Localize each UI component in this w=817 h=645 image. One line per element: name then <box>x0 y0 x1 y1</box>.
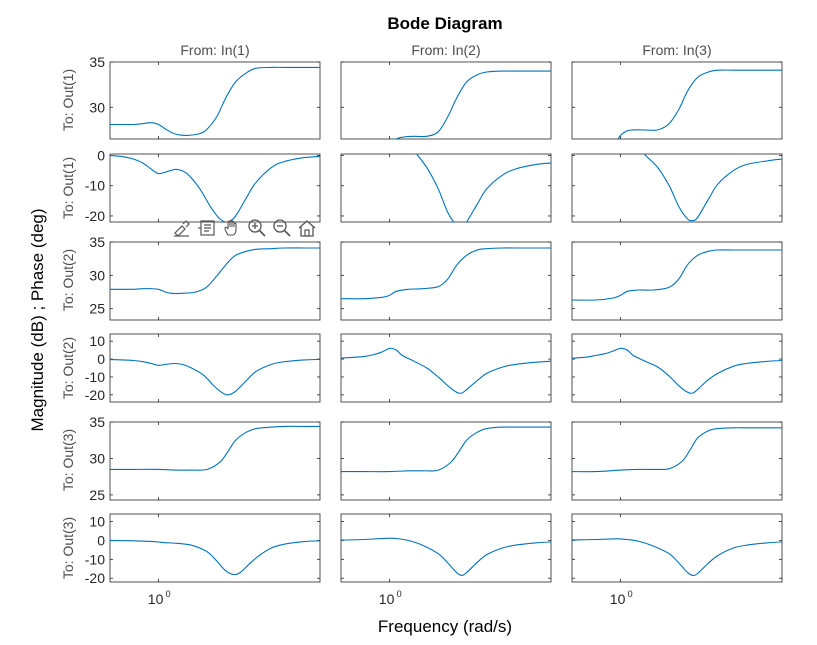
axes-box <box>571 61 783 140</box>
x-tick-label: 10 <box>379 591 395 607</box>
subplot-grid: 3035-20-100253035-20-10010253035-20-1001… <box>85 54 783 607</box>
axes-box <box>109 61 321 140</box>
response-curve <box>341 247 551 300</box>
response-curve <box>572 538 782 576</box>
y-tick-label: -10 <box>85 369 105 385</box>
y-tick-label: 10 <box>89 333 105 349</box>
column-label-in2: From: In(2) <box>411 42 480 58</box>
response-curve <box>395 70 551 139</box>
pan-hand-icon[interactable] <box>220 216 244 240</box>
subplot-r2-c2 <box>340 153 552 223</box>
response-curve <box>572 249 782 301</box>
response-curve <box>341 426 551 473</box>
y-tick-label: -10 <box>85 178 105 194</box>
subplot-r3-c2 <box>340 241 552 321</box>
y-axis-label: Magnitude (dB) ; Phase (deg) <box>28 208 47 431</box>
y-tick-label: -20 <box>85 570 105 586</box>
axes-box <box>109 153 321 223</box>
response-curve <box>110 66 320 136</box>
response-curve <box>572 347 782 394</box>
y-tick-label: 30 <box>89 450 105 466</box>
axes-box <box>340 421 552 501</box>
x-tick-label: 10 <box>610 591 626 607</box>
subplot-r3-c1: 25 30 35 <box>89 234 321 321</box>
y-tick-label: 0 <box>97 351 105 367</box>
response-curve <box>110 358 320 396</box>
axes-box <box>109 513 321 583</box>
axes-box <box>571 333 783 403</box>
y-tick-label: 0 <box>97 148 105 164</box>
zoom-out-icon[interactable] <box>270 216 294 240</box>
subplot-r5-c3 <box>571 421 783 501</box>
response-curve <box>617 69 782 139</box>
subplot-r2-c3 <box>571 153 783 223</box>
axes-box <box>109 333 321 403</box>
response-curve <box>341 537 551 576</box>
zoom-in-icon[interactable] <box>245 216 269 240</box>
row-label-out2-phase: To: Out(2) <box>60 337 76 399</box>
axes-box <box>571 421 783 501</box>
axes-box <box>340 61 552 140</box>
subplot-r6-c3 <box>571 513 783 583</box>
subplot-r6-c1: -20 -10 0 10 <box>85 513 321 586</box>
response-curve <box>341 347 551 394</box>
y-tick-label: -10 <box>85 551 105 567</box>
subplot-r1-c1: 30 35 <box>89 54 321 140</box>
response-curve <box>415 154 551 222</box>
y-tick-label: 25 <box>89 487 105 503</box>
row-label-out3-mag: To: Out(3) <box>60 429 76 491</box>
response-curve <box>572 427 782 473</box>
subplot-r3-c3 <box>571 241 783 321</box>
subplot-r5-c2 <box>340 421 552 501</box>
x-tick-label: 10 <box>148 591 164 607</box>
subplot-r4-c3 <box>571 333 783 403</box>
response-curve <box>110 247 320 295</box>
row-label-out1-phase: To: Out(1) <box>60 157 76 219</box>
brush-icon[interactable] <box>170 216 194 240</box>
row-label-out3-phase: To: Out(3) <box>60 517 76 579</box>
axes-box <box>340 333 552 403</box>
axes-toolbar <box>170 216 319 240</box>
subplot-r6-c2 <box>340 513 552 583</box>
x-tick-exponent: 0 <box>166 589 171 599</box>
chart-title: Bode Diagram <box>387 14 502 33</box>
response-curve <box>110 539 320 576</box>
y-tick-label: 35 <box>89 414 105 430</box>
subplot-r4-c1: -20 -10 0 10 <box>85 333 321 403</box>
axes-box <box>109 241 321 321</box>
y-tick-label: 35 <box>89 54 105 70</box>
subplot-r1-c3 <box>571 61 783 140</box>
subplot-r5-c1: 25 30 35 <box>89 414 321 503</box>
x-tick-exponent: 0 <box>628 589 633 599</box>
response-curve <box>643 154 782 222</box>
axes-box <box>571 513 783 583</box>
row-label-out2-mag: To: Out(2) <box>60 249 76 311</box>
column-label-in1: From: In(1) <box>180 42 249 58</box>
axes-box <box>340 153 552 223</box>
y-tick-label: -20 <box>85 387 105 403</box>
row-label-out1-mag: To: Out(1) <box>60 69 76 131</box>
y-tick-label: 35 <box>89 234 105 250</box>
x-axis-label: Frequency (rad/s) <box>378 617 512 636</box>
response-curve <box>110 154 320 222</box>
axes-box <box>340 513 552 583</box>
y-tick-label: 0 <box>97 532 105 548</box>
home-icon[interactable] <box>295 216 319 240</box>
response-curve <box>110 425 320 471</box>
x-tick-exponent: 0 <box>397 589 402 599</box>
y-tick-label: 30 <box>89 99 105 115</box>
y-tick-label: 25 <box>89 301 105 317</box>
axes-box <box>109 421 321 501</box>
subplot-r4-c2 <box>340 333 552 403</box>
column-label-in3: From: In(3) <box>642 42 711 58</box>
y-tick-label: 30 <box>89 267 105 283</box>
datatip-icon[interactable] <box>195 216 219 240</box>
y-tick-label: -20 <box>85 208 105 224</box>
subplot-r1-c2 <box>340 61 552 140</box>
subplot-r2-c1: -20 -10 0 <box>85 148 321 224</box>
y-tick-label: 10 <box>89 514 105 530</box>
axes-box <box>571 153 783 223</box>
